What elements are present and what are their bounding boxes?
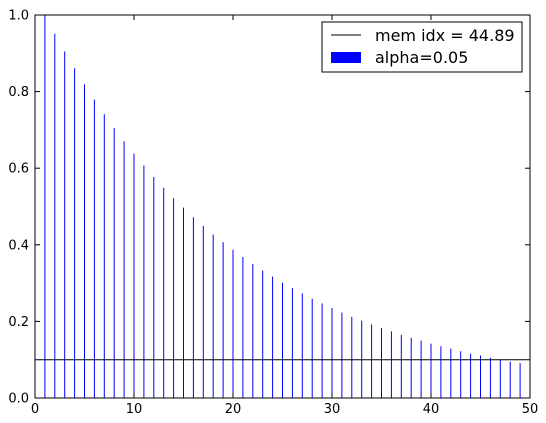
legend-label-alpha: alpha=0.05 — [375, 48, 468, 67]
plot-frame — [34, 14, 531, 399]
x-tick-label: 20 — [225, 402, 242, 417]
x-tick-label: 30 — [324, 402, 341, 417]
x-tick-label: 50 — [522, 402, 539, 417]
legend: mem idx = 44.89 alpha=0.05 — [321, 21, 523, 73]
bars-layer — [44, 15, 531, 398]
y-tick-label: 0.4 — [8, 238, 29, 253]
legend-box — [321, 21, 523, 73]
ticks-layer: 0 10 20 30 40 50 0.0 0.2 0.4 0.6 0.8 1.0 — [8, 9, 538, 418]
legend-patch-swatch — [331, 52, 361, 63]
x-tick-label: 0 — [31, 402, 39, 417]
y-tick-label: 0.2 — [8, 315, 29, 330]
y-tick-label: 0.8 — [8, 85, 29, 100]
legend-label-mem-idx: mem idx = 44.89 — [375, 26, 515, 45]
y-tick-label: 0.0 — [8, 392, 29, 407]
x-tick-label: 40 — [423, 402, 440, 417]
y-tick-label: 0.6 — [8, 162, 29, 177]
y-tick-label: 1.0 — [8, 9, 29, 24]
x-tick-label: 10 — [126, 402, 143, 417]
